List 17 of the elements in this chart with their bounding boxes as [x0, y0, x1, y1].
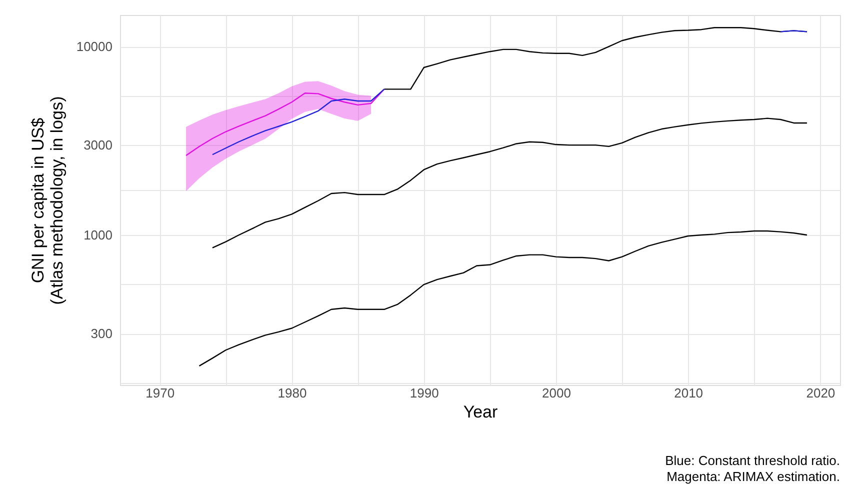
y-tick-label: 10000	[76, 39, 112, 54]
y-tick-label: 3000	[84, 138, 112, 153]
line-series	[198, 230, 808, 367]
line-series	[212, 118, 808, 248]
y-tick-label: 300	[90, 326, 112, 342]
x-axis-title: Year	[463, 402, 498, 422]
x-tick-label: 2000	[542, 386, 571, 400]
text: Magenta: ARIMAX estimation.	[666, 469, 840, 484]
x-tick-label: 1970	[146, 386, 175, 400]
x-tick-label: 2020	[806, 386, 836, 400]
x-tick-label: 2010	[674, 386, 704, 400]
y-axis-title: GNI per capita in US$ (Atlas methodology, in logs)	[28, 96, 66, 305]
x-tick-label: 1980	[278, 386, 307, 400]
text: Blue: Constant threshold ratio.	[665, 453, 840, 468]
y-tick-label: 1000	[84, 228, 112, 242]
x-tick-label: 1990	[410, 386, 439, 400]
line-series	[185, 88, 385, 156]
